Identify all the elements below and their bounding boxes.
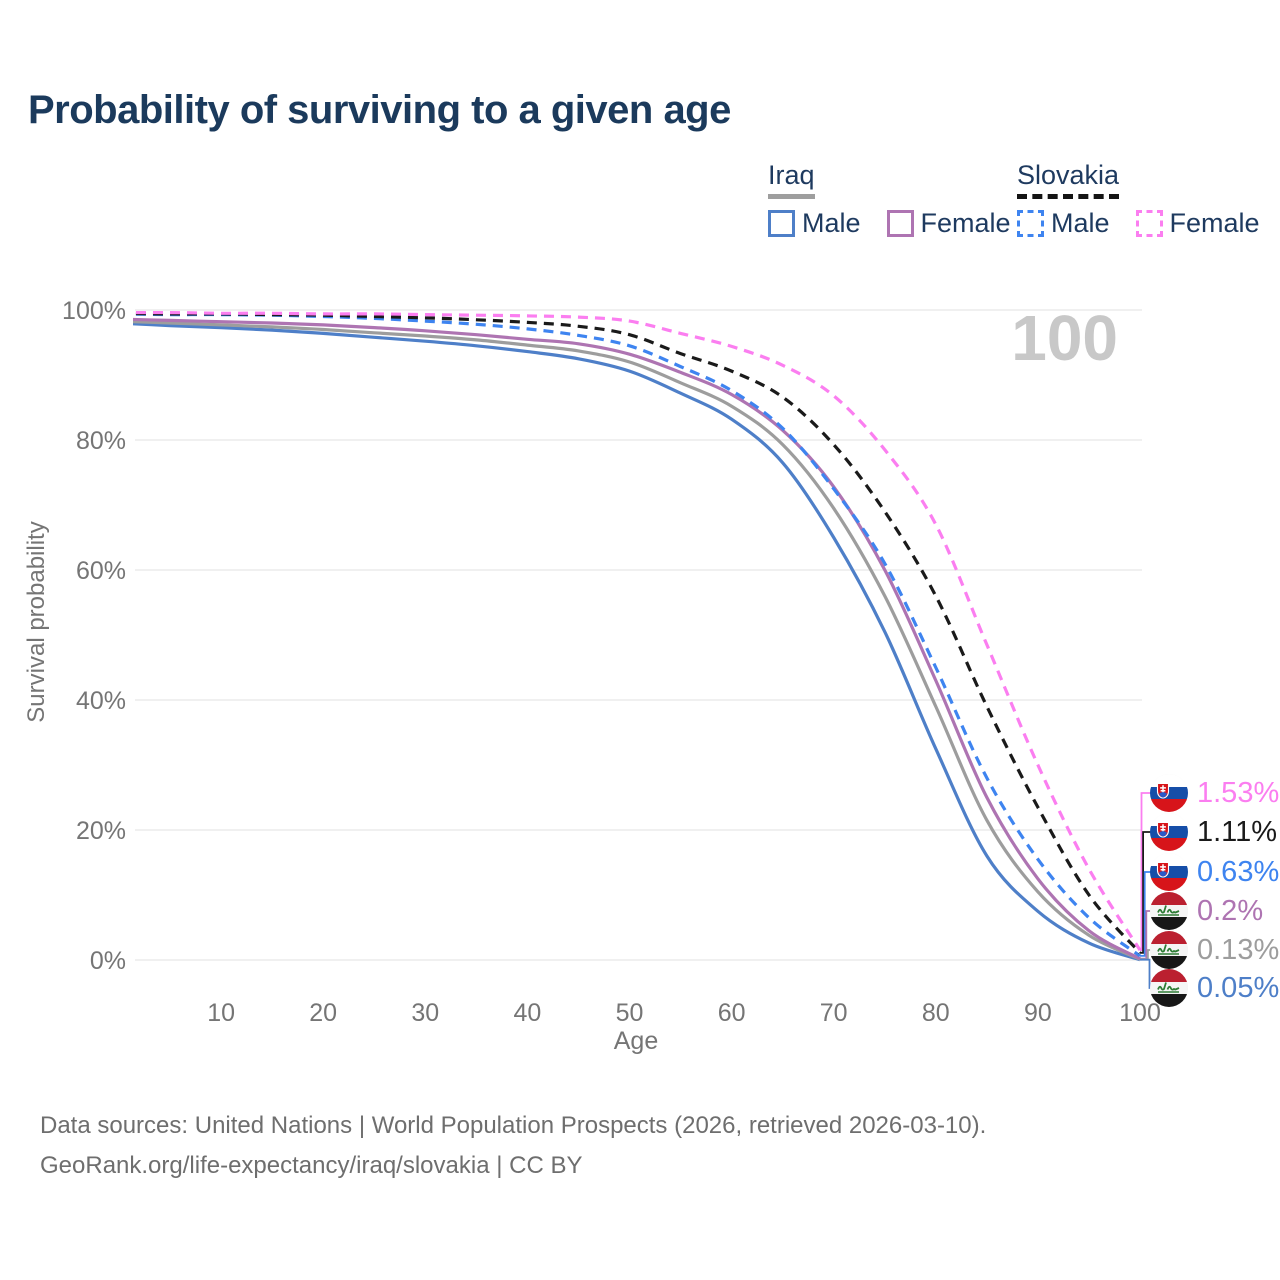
footer: Data sources: United Nations | World Pop… xyxy=(40,1106,986,1186)
y-tick-label: 100% xyxy=(62,297,126,325)
legend-swatch-iraq-male xyxy=(768,210,795,237)
legend-item-iraq-male[interactable]: Male xyxy=(768,208,861,239)
end-label-connector xyxy=(1140,958,1151,989)
y-tick-label: 60% xyxy=(76,557,126,585)
y-tick-label: 20% xyxy=(76,817,126,845)
footer-attribution: GeoRank.org/life-expectancy/iraq/slovaki… xyxy=(40,1152,583,1179)
legend-swatch-slovakia-male xyxy=(1017,210,1044,237)
x-tick-label: 20 xyxy=(309,999,337,1027)
y-tick-label: 0% xyxy=(90,947,126,975)
page-title: Probability of surviving to a given age xyxy=(28,88,731,132)
x-axis-title: Age xyxy=(614,1027,658,1055)
y-axis-title: Survival probability xyxy=(23,521,50,722)
footer-data-sources: Data sources: United Nations | World Pop… xyxy=(40,1112,987,1139)
x-tick-label: 60 xyxy=(718,999,746,1027)
legend-country-iraq: Iraq xyxy=(768,160,815,199)
end-label-connector xyxy=(1140,871,1151,957)
legend-swatch-iraq-female xyxy=(886,210,914,237)
series-line-iraq-male[interactable] xyxy=(119,322,1141,962)
x-tick-label: 70 xyxy=(820,999,848,1027)
x-tick-label: 90 xyxy=(1024,999,1052,1027)
series-line-slovakia-male[interactable] xyxy=(119,312,1141,958)
end-label-connector xyxy=(1140,831,1151,954)
x-tick-label: 50 xyxy=(616,999,644,1027)
legend-label-iraq-female: Female xyxy=(920,208,1011,238)
legend-item-slovakia-female[interactable]: Female xyxy=(1135,208,1260,239)
legend-country-slovakia: Slovakia xyxy=(1017,160,1120,199)
legend-item-slovakia-male[interactable]: Male xyxy=(1017,208,1110,239)
legend-swatch-slovakia-female xyxy=(1135,210,1163,237)
legend-group-iraq: Iraq Male Female xyxy=(768,160,1011,239)
legend-label-iraq-male: Male xyxy=(802,208,861,238)
legend-label-slovakia-female: Female xyxy=(1169,208,1260,238)
legend-group-slovakia: Slovakia Male Female xyxy=(1017,160,1260,239)
x-tick-label: 10 xyxy=(207,999,235,1027)
legend-label-slovakia-male: Male xyxy=(1051,208,1110,238)
legend-item-iraq-female[interactable]: Female xyxy=(886,208,1011,239)
end-label-connector xyxy=(1140,792,1151,951)
x-tick-label: 30 xyxy=(411,999,439,1027)
x-tick-label: 80 xyxy=(922,999,950,1027)
x-tick-label: 40 xyxy=(513,999,541,1027)
y-tick-label: 80% xyxy=(76,427,126,455)
y-tick-label: 40% xyxy=(76,687,126,715)
x-tick-label: 100 xyxy=(1119,999,1161,1027)
series-line-iraq-female[interactable] xyxy=(119,317,1141,961)
age-watermark: 100 xyxy=(1011,302,1118,374)
series-line-iraq-both-sexes[interactable] xyxy=(119,320,1141,961)
